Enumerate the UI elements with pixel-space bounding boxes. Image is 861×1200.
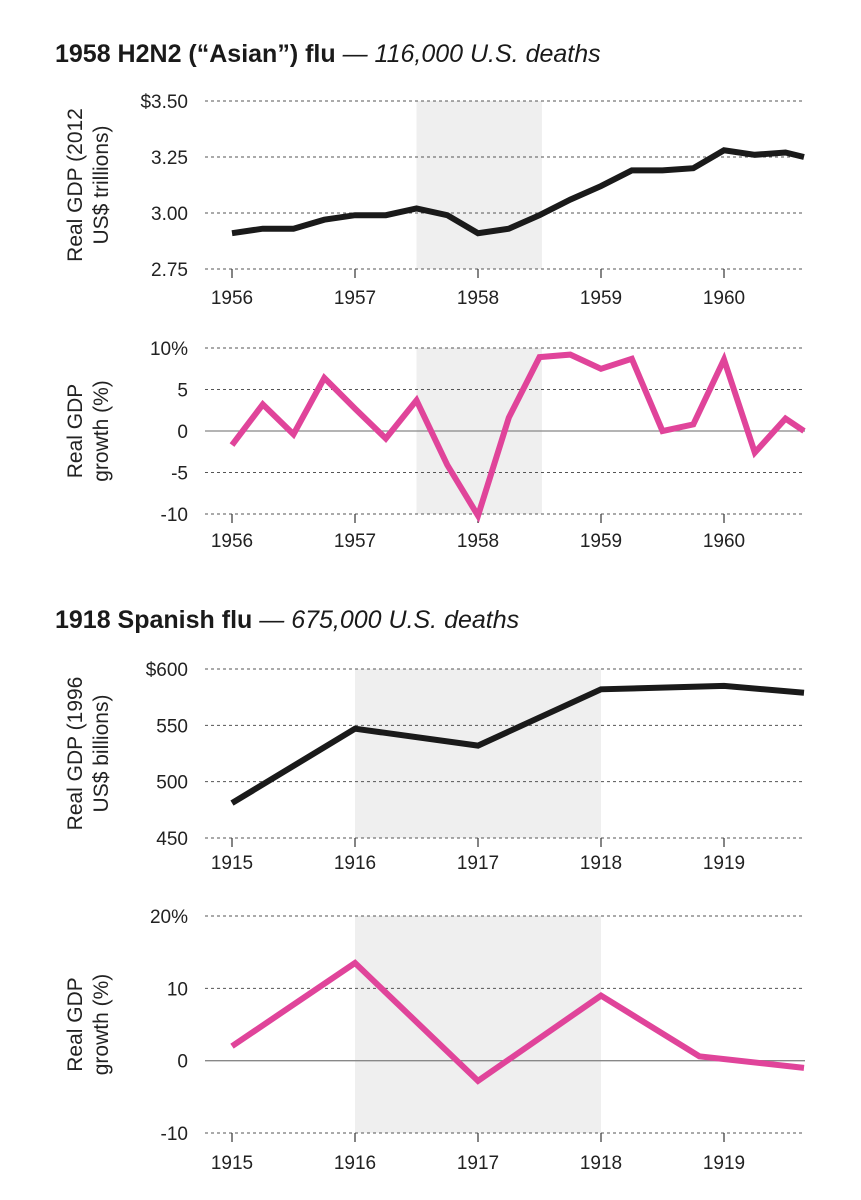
chart-1-ytick-label-3: 5	[177, 381, 188, 402]
chart-3-xtick-label-2: 1917	[457, 1153, 499, 1174]
section-title-1958-main: 1958 H2N2 (“Asian”) flu	[55, 40, 336, 68]
chart-3-xtick-label-3: 1918	[580, 1153, 622, 1174]
chart-3-y-axis-label: Real GDP growth (%)	[64, 974, 113, 1076]
chart-0-series-line-0	[231, 147, 805, 237]
chart-2-xtick-label-1: 1916	[334, 853, 376, 874]
chart-2-xtick-label-4: 1919	[703, 853, 745, 874]
chart-2-ytick-label-0: 450	[156, 829, 188, 850]
section-title-1918-subtitle: — 675,000 U.S. deaths	[259, 606, 520, 634]
chart-0-y-axis-label-line-1: US$ trillions)	[90, 125, 113, 244]
chart-1-xtick-label-1: 1957	[334, 531, 376, 552]
chart-2-ytick-label-3: $600	[146, 660, 188, 681]
chart-2-y-axis-label-line-1: US$ billions)	[90, 695, 113, 813]
chart-1-y-axis-label-line-1: growth (%)	[90, 380, 113, 482]
chart-2-series-line-0	[230, 682, 805, 806]
section-title-1918-main: 1918 Spanish flu	[55, 606, 253, 634]
chart-0-xtick-label-1: 1957	[334, 288, 376, 309]
chart-1-xtick-label-0: 1956	[211, 531, 253, 552]
chart-2-pandemic-shade	[355, 669, 601, 838]
chart-1-series-line-0	[229, 351, 806, 523]
chart-3-ytick-label-1: 0	[177, 1052, 188, 1073]
chart-1-y-axis-label: Real GDP growth (%)	[64, 380, 113, 482]
section-title-1958: 1958 H2N2 (“Asian”) flu — 116,000 U.S. d…	[55, 40, 601, 69]
chart-0-xtick-label-0: 1956	[211, 288, 253, 309]
chart-1-ytick-label-4: 10%	[150, 339, 188, 360]
chart-2-xtick-label-2: 1917	[457, 853, 499, 874]
chart-3-ytick-label-3: 20%	[150, 907, 188, 928]
chart-0-y-axis-label: Real GDP (2012 US$ trillions)	[64, 108, 113, 262]
section-title-1958-subtitle: — 116,000 U.S. deaths	[342, 40, 601, 68]
chart-2-xtick-label-0: 1915	[211, 853, 253, 874]
chart-2-ytick-label-1: 500	[156, 773, 188, 794]
chart-1-xtick-label-3: 1959	[580, 531, 622, 552]
chart-2-y-axis-label-line-0: Real GDP (1996	[64, 677, 87, 831]
chart-1-y-axis-label-line-0: Real GDP	[64, 384, 87, 479]
chart-2-xtick-label-3: 1918	[580, 853, 622, 874]
chart-3-xtick-label-4: 1919	[703, 1153, 745, 1174]
chart-0-y-axis-label-line-0: Real GDP (2012	[64, 108, 87, 262]
chart-1-xtick-label-4: 1960	[703, 531, 745, 552]
chart-1-ytick-label-2: 0	[177, 422, 188, 443]
chart-1-ytick-label-1: -5	[171, 464, 188, 485]
chart-1-xtick-label-2: 1958	[457, 531, 499, 552]
chart-1-ytick-label-0: -10	[161, 505, 188, 526]
chart-3-series-line-0	[230, 959, 805, 1085]
chart-3-xtick-label-0: 1915	[211, 1153, 253, 1174]
chart-0-xtick-label-2: 1958	[457, 288, 499, 309]
chart-0-pandemic-shade	[416, 101, 542, 269]
chart-3-xtick-label-1: 1916	[334, 1153, 376, 1174]
chart-0-xtick-label-3: 1959	[580, 288, 622, 309]
chart-0-ytick-label-3: $3.50	[140, 92, 188, 113]
chart-0-ytick-label-2: 3.25	[151, 148, 188, 169]
chart-3-y-axis-label-line-0: Real GDP	[64, 977, 87, 1072]
chart-0-ytick-label-0: 2.75	[151, 260, 188, 281]
section-title-1918: 1918 Spanish flu — 675,000 U.S. deaths	[55, 606, 519, 635]
chart-0-ytick-label-1: 3.00	[151, 204, 188, 225]
chart-3-ytick-label-0: -10	[161, 1124, 188, 1145]
chart-3-y-axis-label-line-1: growth (%)	[90, 974, 113, 1076]
chart-2-ytick-label-2: 550	[156, 716, 188, 737]
chart-0-xtick-label-4: 1960	[703, 288, 745, 309]
chart-3-ytick-label-2: 10	[167, 979, 188, 1000]
chart-2-y-axis-label: Real GDP (1996 US$ billions)	[64, 677, 113, 831]
